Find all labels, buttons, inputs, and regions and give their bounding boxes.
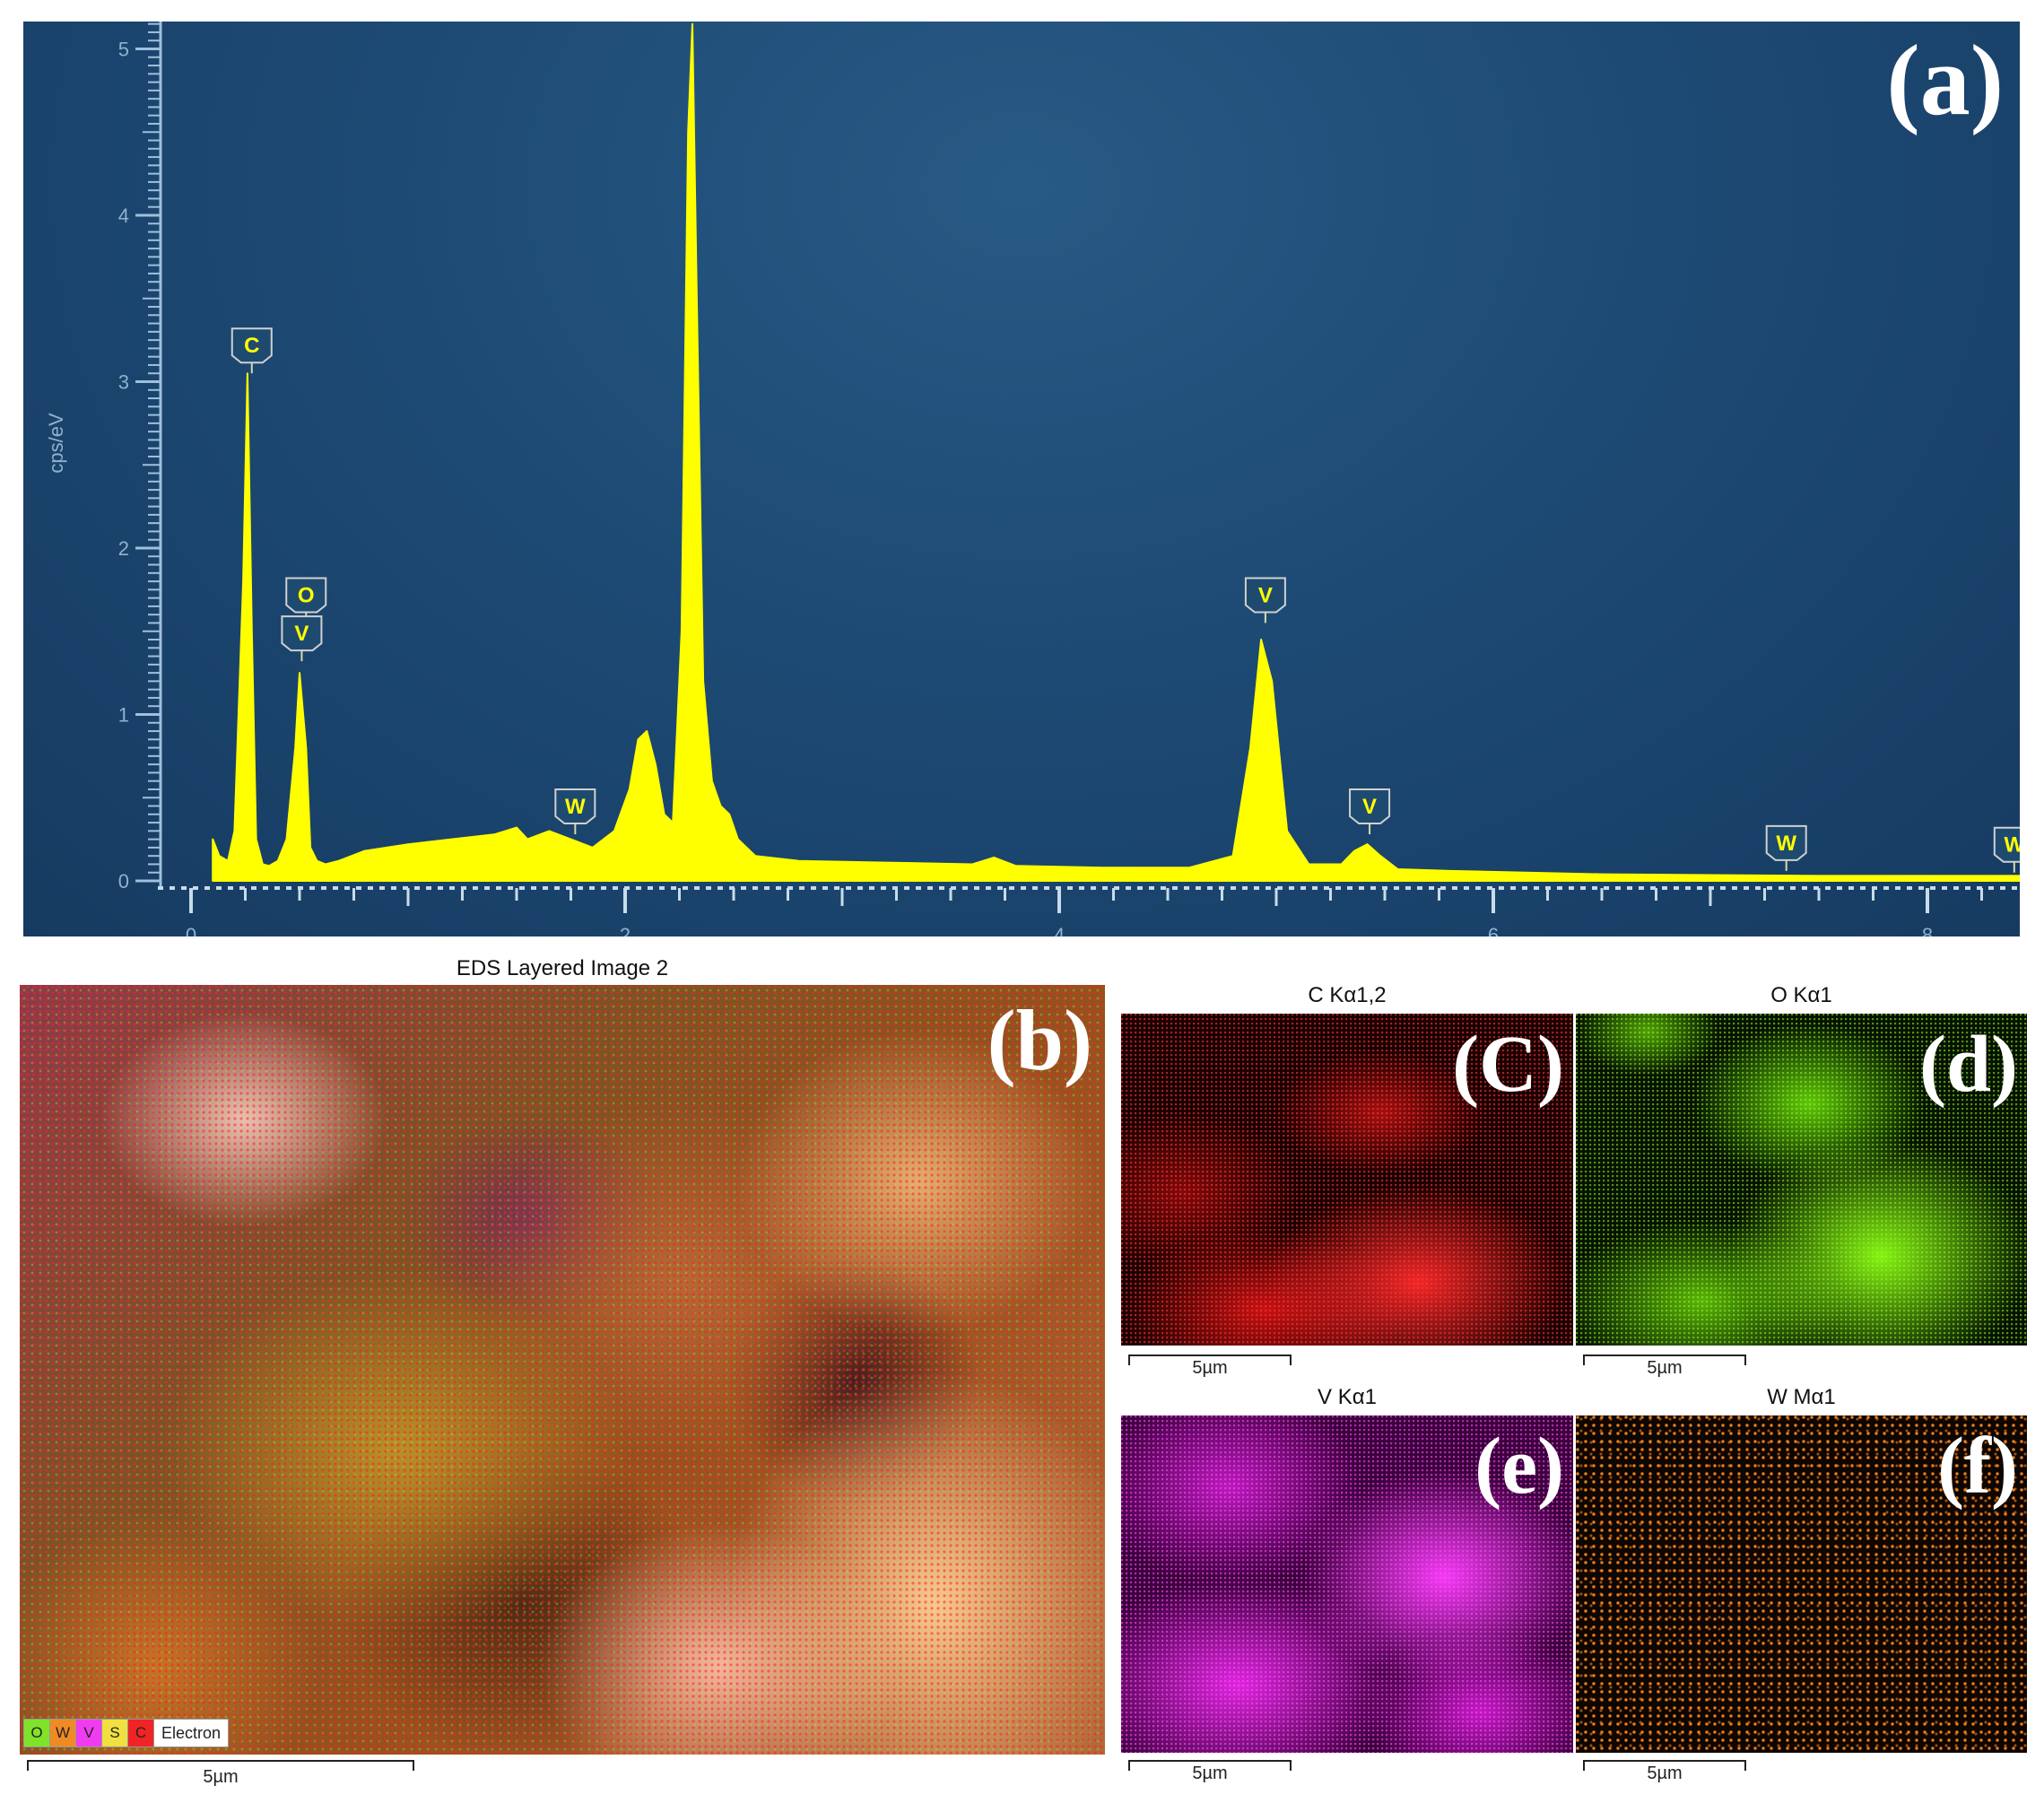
y-tick-label: 2 xyxy=(118,537,129,560)
peak-tag-label: W xyxy=(565,795,586,819)
peak-tag-label: W xyxy=(2004,833,2020,858)
map-title-vanadium: V Kα1 xyxy=(1318,1385,1377,1409)
y-tick-label: 1 xyxy=(118,704,129,727)
legend-swatch-c: C xyxy=(128,1720,154,1746)
peak-tag-label: C xyxy=(244,334,259,358)
y-tick-label: 4 xyxy=(118,205,129,227)
eds-layered-image-title: EDS Layered Image 2 xyxy=(456,956,669,980)
panel-letter-b: (b) xyxy=(987,992,1092,1088)
scale-bar xyxy=(1128,1760,1292,1771)
scale-bar-label: 5µm xyxy=(1192,1764,1228,1783)
y-tick-label: 5 xyxy=(118,39,129,61)
scale-bar xyxy=(1583,1760,1746,1771)
peak-tag xyxy=(1993,826,2020,863)
x-tick-label: 4 xyxy=(1054,924,1065,936)
peak-tag xyxy=(1765,824,1807,861)
map-title-oxygen: O Kα1 xyxy=(1770,983,1832,1007)
spectrum-series xyxy=(212,22,2020,882)
scale-bar xyxy=(27,1760,414,1771)
x-tick-label: 6 xyxy=(1488,924,1499,936)
x-tick-label: 8 xyxy=(1922,924,1933,936)
scale-bar-label: 5µm xyxy=(1647,1764,1683,1783)
scale-bar xyxy=(1583,1354,1746,1365)
panel-letter-d: (d) xyxy=(1919,1020,2018,1109)
peak-tag-label: V xyxy=(1258,583,1273,607)
carbon-map-image: (C) xyxy=(1121,1014,1573,1346)
oxygen-map-image: (d) xyxy=(1576,1014,2027,1346)
peak-tag xyxy=(281,615,323,652)
panel-letter-c: (C) xyxy=(1452,1020,1564,1109)
element-color-legend: O W V S C Electron xyxy=(23,1719,230,1747)
vanadium-map-image: (e) xyxy=(1121,1415,1573,1753)
peak-tag xyxy=(230,327,273,364)
eds-layered-image: (b) xyxy=(20,985,1105,1755)
peak-tag xyxy=(285,577,327,614)
peak-tag xyxy=(1349,788,1391,825)
scale-bar-label: 5µm xyxy=(1192,1358,1228,1378)
legend-electron-label: Electron xyxy=(161,1723,222,1742)
legend-swatch-w: W xyxy=(50,1720,76,1746)
map-title-carbon: C Kα1,2 xyxy=(1308,983,1387,1007)
x-tick-label: 2 xyxy=(620,924,631,936)
peak-tag-label: V xyxy=(1362,795,1377,819)
peak-tag xyxy=(1244,577,1286,614)
panel-letter-f: (f) xyxy=(1937,1422,2018,1511)
y-tick-label: 0 xyxy=(118,870,129,893)
panel-letter-e: (e) xyxy=(1474,1422,1564,1511)
map-title-tungsten: W Mα1 xyxy=(1767,1385,1836,1409)
x-tick-label: 0 xyxy=(186,924,196,936)
scale-bar-label: 5µm xyxy=(1647,1358,1683,1378)
peak-tag xyxy=(554,788,596,825)
legend-swatch-s: S xyxy=(102,1720,128,1746)
scale-bar-label: 5µm xyxy=(203,1767,239,1787)
peak-tag-label: O xyxy=(298,583,315,607)
panel-letter-a: (a) xyxy=(1886,25,2004,136)
tungsten-map-image: (f) xyxy=(1576,1415,2027,1753)
peak-tag-label: V xyxy=(294,622,309,646)
scale-bar xyxy=(1128,1354,1292,1365)
legend-swatch-o: O xyxy=(24,1720,50,1746)
y-tick-label: 3 xyxy=(118,371,129,394)
y-axis-label: cps/eV xyxy=(45,413,67,474)
legend-swatch-v: V xyxy=(76,1720,102,1746)
peak-tag-label: W xyxy=(1776,832,1796,856)
